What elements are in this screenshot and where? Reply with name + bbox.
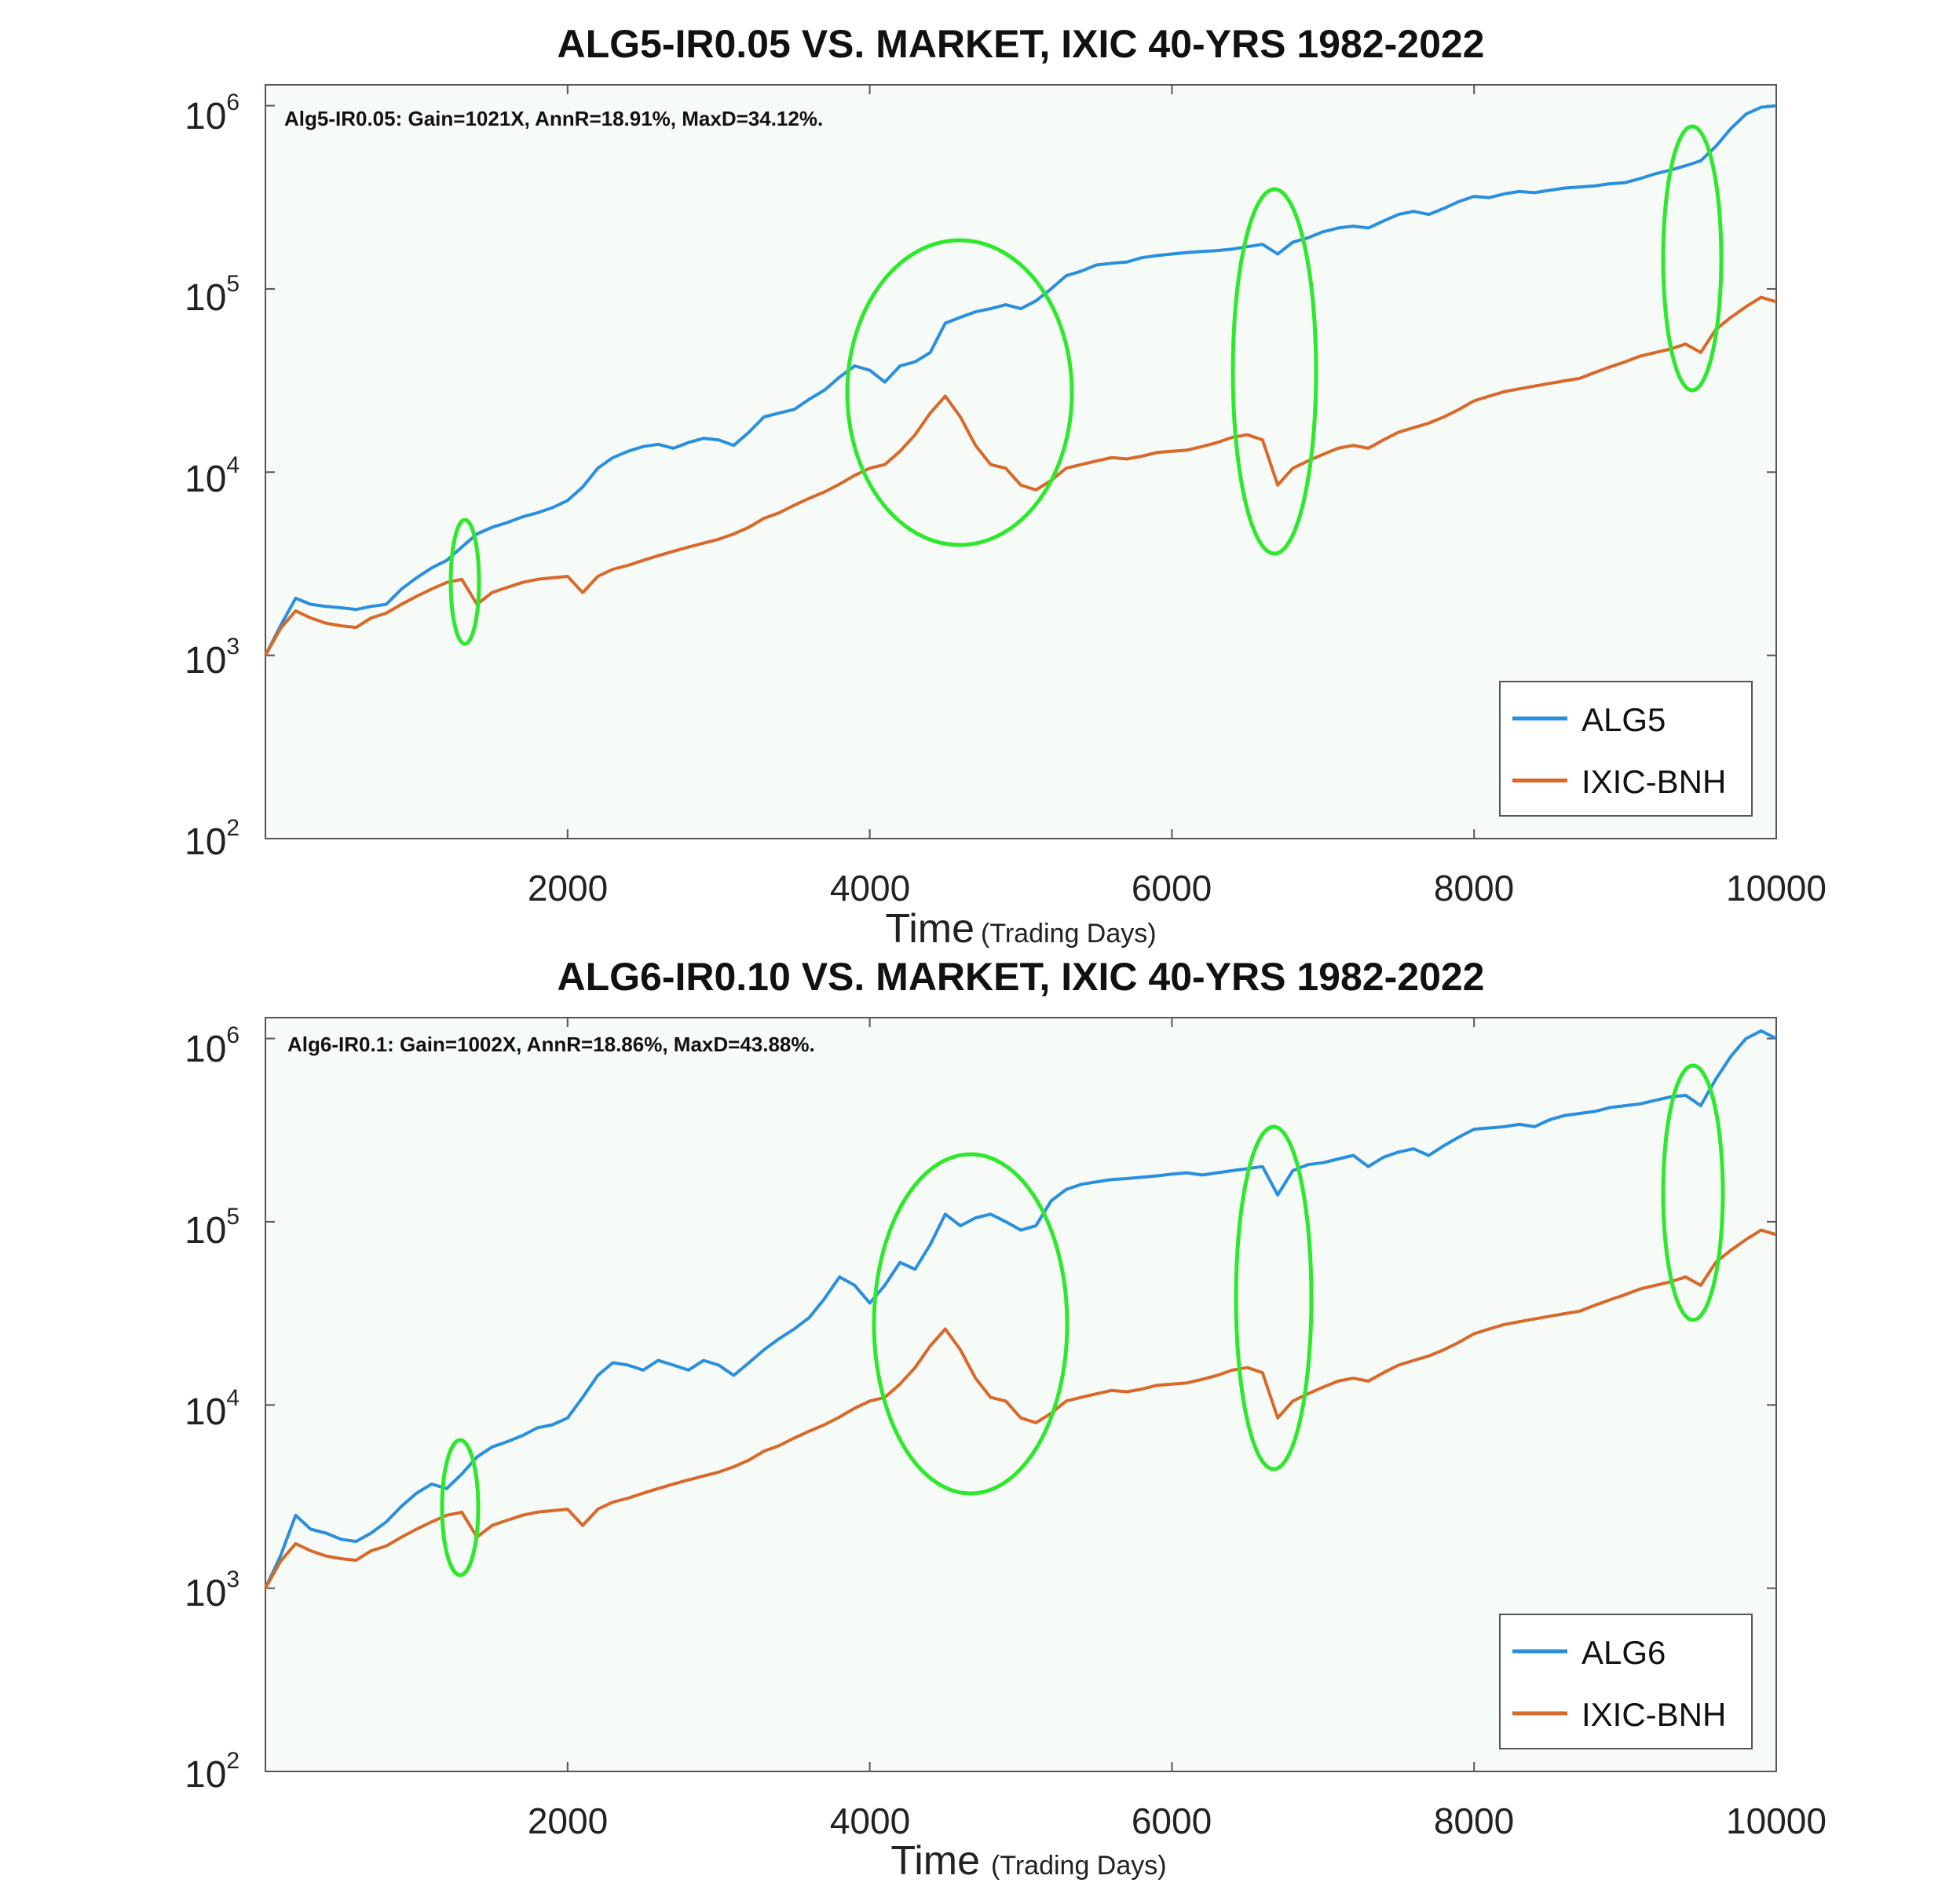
x-axis: 2000 4000 6000 8000 10000	[528, 868, 1827, 908]
y-tick-label: 106	[185, 1022, 240, 1070]
x-tick-label: 8000	[1434, 1800, 1514, 1841]
highlight-ellipse	[440, 1438, 481, 1577]
svg-text:102: 102	[185, 1748, 240, 1796]
x-tick-label: 2000	[528, 1800, 608, 1841]
chart-bottom: ALG6-IR0.10 VS. MARKET, IXIC 40-YRS 1982…	[185, 955, 1827, 1884]
y-tick-label: 104	[185, 452, 240, 500]
svg-text:103: 103	[185, 634, 240, 682]
stats-annotation: Alg5-IR0.05: Gain=1021X, AnnR=18.91%, Ma…	[284, 107, 823, 130]
svg-text:104: 104	[185, 1385, 240, 1433]
svg-text:102: 102	[185, 815, 240, 863]
highlight-ellipse	[1230, 187, 1318, 556]
highlight-group	[448, 124, 1724, 646]
y-tick-label: 105	[185, 271, 240, 319]
x-tick-label: 10000	[1726, 868, 1827, 908]
series-line-alg6	[264, 1029, 1777, 1589]
series-line-ixic-bnh	[264, 1228, 1777, 1589]
legend-label-alg5: ALG5	[1582, 701, 1666, 738]
y-tick-label: 104	[185, 1385, 240, 1433]
y-tick-label: 105	[185, 1204, 240, 1252]
axis-ticks	[265, 85, 1777, 839]
highlight-ellipse	[1661, 124, 1724, 393]
x-tick-label: 8000	[1434, 868, 1514, 908]
highlight-ellipse	[872, 1152, 1070, 1496]
legend-label-ixic: IXIC-BNH	[1582, 1696, 1726, 1733]
x-tick-label: 6000	[1132, 868, 1212, 908]
chart-top: ALG5-IR0.05 VS. MARKET, IXIC 40-YRS 1982…	[185, 22, 1827, 952]
y-tick-label: 103	[185, 1566, 240, 1614]
y-axis: 102 103 104 105 106	[185, 1022, 240, 1796]
legend: ALG6 IXIC-BNH	[1499, 1614, 1753, 1749]
y-tick-label: 102	[185, 1748, 240, 1796]
x-axis: 2000 4000 6000 8000 10000	[528, 1800, 1827, 1841]
series-line-alg5	[264, 104, 1777, 656]
highlight-ellipse	[1234, 1124, 1314, 1471]
x-axis-label: Time (Trading Days)	[890, 1838, 1166, 1884]
y-tick-label: 103	[185, 634, 240, 682]
x-tick-label: 10000	[1726, 1800, 1827, 1841]
svg-text:103: 103	[185, 1566, 240, 1614]
highlight-ellipse	[845, 238, 1074, 547]
svg-text:105: 105	[185, 271, 240, 319]
x-tick-label: 2000	[528, 868, 608, 908]
legend-label-alg6: ALG6	[1582, 1634, 1666, 1671]
x-axis-label: Time (Trading Days)	[885, 906, 1156, 952]
highlight-ellipse	[1661, 1063, 1725, 1322]
x-tick-label: 4000	[830, 868, 910, 908]
axis-ticks	[265, 1018, 1777, 1772]
svg-text:104: 104	[185, 452, 240, 500]
series-group	[264, 104, 1777, 656]
series-group	[264, 1029, 1777, 1589]
highlight-group	[440, 1063, 1725, 1577]
highlight-ellipse	[448, 517, 481, 646]
series-line-ixic-bnh	[264, 295, 1777, 656]
svg-text:105: 105	[185, 1204, 240, 1252]
legend: ALG5 IXIC-BNH	[1499, 681, 1753, 817]
chart-title: ALG5-IR0.05 VS. MARKET, IXIC 40-YRS 1982…	[557, 22, 1484, 66]
svg-text:106: 106	[185, 1022, 240, 1070]
svg-text:106: 106	[185, 90, 240, 137]
chart-title: ALG6-IR0.10 VS. MARKET, IXIC 40-YRS 1982…	[557, 955, 1484, 999]
legend-box	[1499, 1614, 1753, 1749]
y-tick-label: 102	[185, 815, 240, 863]
legend-box	[1499, 681, 1753, 817]
legend-label-ixic: IXIC-BNH	[1582, 763, 1726, 800]
y-tick-label: 106	[185, 90, 240, 137]
x-tick-label: 6000	[1132, 1800, 1212, 1841]
x-tick-label: 4000	[830, 1800, 910, 1841]
stats-annotation: Alg6-IR0.1: Gain=1002X, AnnR=18.86%, Max…	[287, 1033, 815, 1056]
y-axis: 102 103 104 105 106	[185, 90, 240, 863]
